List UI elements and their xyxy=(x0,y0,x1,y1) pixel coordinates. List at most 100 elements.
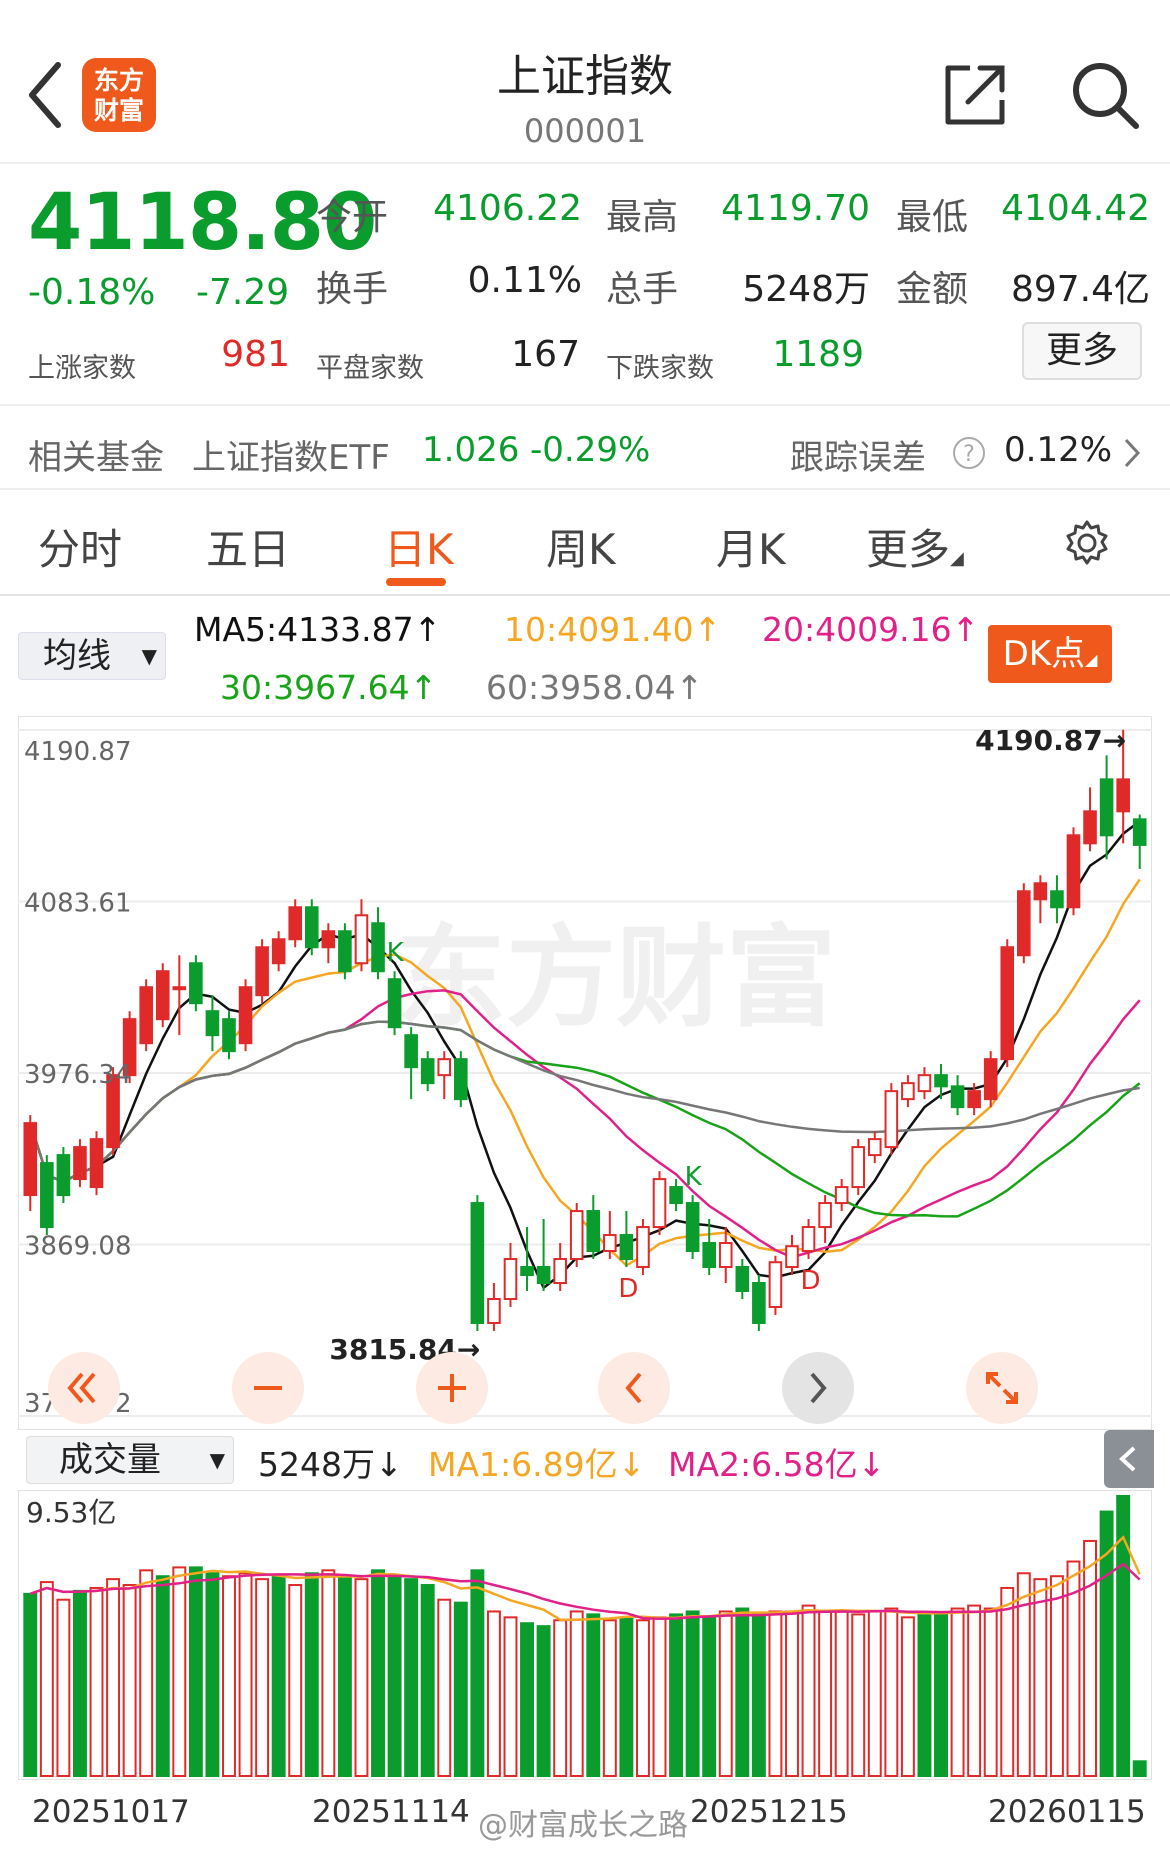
volume-bar xyxy=(321,1569,336,1778)
fund-price: 1.026 xyxy=(422,430,520,470)
zoom-in-button[interactable] xyxy=(416,1352,488,1424)
collapse-panel-button[interactable] xyxy=(1104,1430,1154,1488)
tab-more[interactable]: 更多◢ xyxy=(866,516,964,577)
top-bar: 东方 财富 上证指数 000001 xyxy=(0,0,1170,164)
candle xyxy=(685,1202,700,1253)
date-label: 20251017 xyxy=(32,1794,190,1830)
volume-ma-line xyxy=(29,1562,1141,1621)
candle xyxy=(934,1074,948,1088)
up-count-label: 上涨家数 xyxy=(28,353,136,384)
more-button[interactable]: 更多 xyxy=(1022,322,1142,380)
volume-chart[interactable]: 9.53亿 xyxy=(18,1490,1152,1780)
zoom-out-icon xyxy=(254,1386,282,1390)
volume-bar xyxy=(238,1572,253,1777)
candle xyxy=(338,930,352,973)
candle xyxy=(1033,882,1048,901)
caret-icon: ◢ xyxy=(950,548,964,569)
prev-icon xyxy=(625,1372,642,1404)
volume-bar xyxy=(553,1619,568,1777)
volume-bar xyxy=(602,1619,617,1777)
settings-gear-icon[interactable] xyxy=(1062,518,1112,568)
tab-monthly-k[interactable]: 月K xyxy=(716,525,786,574)
candle xyxy=(40,1162,54,1229)
dk-point-button[interactable]: DK点◢ xyxy=(988,625,1112,683)
logo-text-bottom: 财富 xyxy=(93,96,144,125)
indicator-select[interactable]: 均线 ▼ xyxy=(18,632,166,680)
candle xyxy=(89,1138,104,1189)
candlestick-chart[interactable]: 东方财富 4190.874083.613976.343869.083761.82… xyxy=(18,716,1152,1430)
volume-bar xyxy=(1000,1586,1015,1778)
candle xyxy=(884,1090,899,1149)
tab-five-day[interactable]: 五日 xyxy=(206,525,291,574)
page-title: 上证指数 xyxy=(497,51,673,102)
candle xyxy=(1116,778,1130,813)
volume-bar xyxy=(172,1566,187,1777)
volume-bar xyxy=(1033,1578,1048,1778)
candle xyxy=(321,930,336,949)
volume-bar xyxy=(569,1610,584,1777)
candle xyxy=(1000,946,1015,1061)
flat-count-label: 平盘家数 xyxy=(316,353,424,384)
candle xyxy=(917,1074,932,1093)
volume-bar xyxy=(718,1610,733,1777)
tab-minute[interactable]: 分时 xyxy=(38,525,123,574)
volume-bar xyxy=(503,1616,518,1777)
volume-bar xyxy=(536,1625,551,1777)
volume-bar xyxy=(917,1613,932,1778)
volume-bar xyxy=(801,1604,816,1778)
volume-bar xyxy=(867,1610,882,1777)
amount-value: 897.4亿 xyxy=(1010,269,1150,310)
volume-indicator-select[interactable]: 成交量 ▼ xyxy=(26,1436,234,1484)
candle xyxy=(801,1226,816,1253)
share-icon[interactable] xyxy=(940,60,1010,130)
fullscreen-icon xyxy=(986,1372,1018,1404)
related-fund-row[interactable]: 相关基金 上证指数ETF 1.026 -0.29% 跟踪误差 ? 0.12% xyxy=(0,404,1170,488)
zoom-out-button[interactable] xyxy=(232,1352,304,1424)
volume-bar xyxy=(89,1586,104,1778)
volume-bar xyxy=(983,1607,998,1777)
help-icon[interactable]: ? xyxy=(952,436,986,470)
tab-weekly-k[interactable]: 周K xyxy=(546,525,616,574)
volume-bar xyxy=(1132,1760,1147,1777)
candle xyxy=(520,1266,534,1277)
candles xyxy=(23,729,1147,1331)
change-percent: -0.18% xyxy=(28,272,156,313)
volume-ma1: MA1:6.89亿↓ xyxy=(428,1445,646,1484)
logo-text-top: 东方 xyxy=(93,66,144,95)
candle xyxy=(983,1058,998,1101)
candle xyxy=(73,1146,87,1181)
volume-bar xyxy=(586,1613,601,1778)
candle xyxy=(1017,890,1031,957)
candle xyxy=(470,1202,485,1324)
signal-label: D xyxy=(801,1266,821,1296)
next-button[interactable] xyxy=(782,1352,854,1424)
volume-bar xyxy=(818,1610,833,1777)
fund-name: 上证指数ETF xyxy=(192,438,390,478)
fund-change: -0.29% xyxy=(530,430,651,470)
volume-bar xyxy=(652,1616,667,1777)
volume-bar xyxy=(404,1578,419,1778)
volume-bar xyxy=(619,1616,634,1777)
search-icon[interactable] xyxy=(1068,58,1142,132)
active-tab-indicator xyxy=(386,578,446,586)
volume-bar xyxy=(851,1613,866,1778)
price-axis-label: 4083.61 xyxy=(24,888,132,918)
tracking-error-label: 跟踪误差 xyxy=(790,438,926,478)
candle xyxy=(735,1266,750,1292)
chevron-right-icon[interactable] xyxy=(1120,436,1144,470)
candle xyxy=(387,978,402,1029)
volume-bar xyxy=(685,1610,700,1777)
candle xyxy=(752,1282,766,1324)
candle xyxy=(619,1234,634,1261)
candle xyxy=(487,1297,501,1324)
date-label: 20260115 xyxy=(988,1794,1146,1830)
tab-daily-k[interactable]: 日K xyxy=(384,525,454,574)
fullscreen-button[interactable] xyxy=(966,1352,1038,1424)
prev-button[interactable] xyxy=(598,1352,670,1424)
ma60-value: 60:3958.04↑ xyxy=(486,668,704,707)
rewind-button[interactable] xyxy=(48,1352,120,1424)
back-arrow-icon[interactable] xyxy=(22,55,72,135)
volume-bar xyxy=(255,1578,270,1778)
fund-label: 相关基金 xyxy=(28,438,164,478)
